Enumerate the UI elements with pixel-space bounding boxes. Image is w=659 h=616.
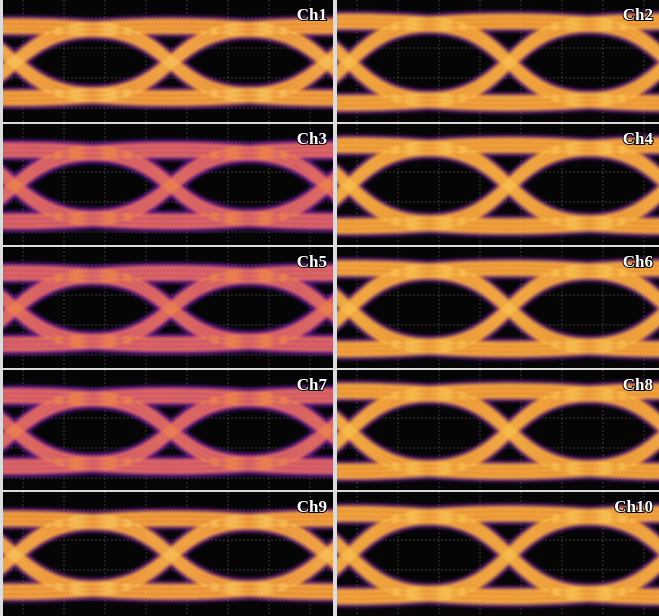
channel-label: Ch9 [297, 497, 327, 516]
eye-diagram-figure: Ch1 Ch2 Ch3 Ch4 Ch5 Ch6 Ch7 Ch8 Ch9 Ch10 [0, 0, 659, 616]
channel-label: Ch8 [623, 375, 653, 394]
channel-label: Ch2 [623, 5, 653, 24]
channel-label: Ch1 [297, 5, 327, 24]
channel-label: Ch3 [297, 129, 327, 148]
channel-label: Ch5 [297, 252, 327, 271]
channel-label: Ch4 [623, 129, 654, 148]
channel-label: Ch7 [297, 375, 328, 394]
channel-label: Ch10 [614, 497, 653, 516]
channel-label: Ch6 [623, 252, 653, 271]
